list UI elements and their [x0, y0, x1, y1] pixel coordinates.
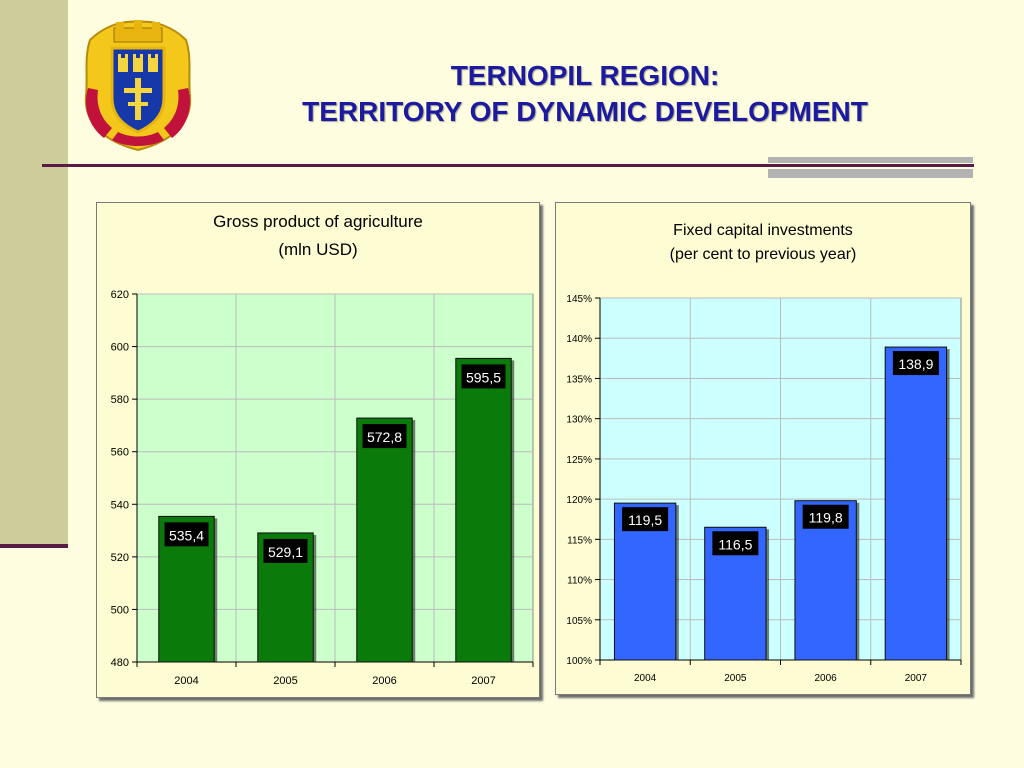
- chart-subtitle: (per cent to previous year): [670, 246, 857, 263]
- header-decor-bar: [768, 157, 973, 163]
- y-tick-label: 135%: [566, 374, 592, 385]
- agriculture-chart-panel: Gross product of agriculture (mln USD) 480…: [96, 202, 540, 698]
- page-title: TERNOPIL REGION: TERRITORY OF DYNAMIC DE…: [200, 58, 970, 130]
- y-tick-label: 105%: [566, 616, 592, 627]
- agriculture-bar-chart: Gross product of agriculture (mln USD) 480…: [111, 212, 534, 687]
- y-tick-label: 100%: [566, 656, 592, 667]
- data-label: 529,1: [268, 544, 303, 560]
- y-tick-label: 480: [111, 657, 129, 669]
- side-decor-strip: [0, 0, 68, 548]
- y-tick-label: 540: [111, 499, 129, 511]
- header-divider-line: [42, 164, 974, 167]
- data-label: 119,8: [809, 510, 843, 526]
- data-label: 595,5: [466, 369, 501, 385]
- x-tick-label: 2006: [372, 675, 396, 687]
- data-label: 535,4: [169, 527, 204, 543]
- y-tick-label: 145%: [566, 294, 592, 305]
- y-tick-label: 120%: [566, 495, 592, 506]
- x-tick-label: 2007: [471, 675, 495, 687]
- page-title-line2: TERRITORY OF DYNAMIC DEVELOPMENT: [302, 96, 868, 127]
- data-label: 119,5: [628, 512, 662, 528]
- data-label-box: [164, 522, 209, 547]
- x-tick-label: 2004: [174, 675, 198, 687]
- y-tick-label: 125%: [566, 455, 592, 466]
- y-tick-label: 110%: [567, 576, 592, 587]
- side-decor-line: [0, 544, 68, 548]
- x-tick-label: 2005: [273, 675, 297, 687]
- data-label-box: [263, 538, 308, 563]
- investments-bar-chart: Fixed capital investments (per cent to pr…: [566, 222, 962, 684]
- page-title-line1: TERNOPIL REGION:: [450, 60, 720, 91]
- bar-2007: [455, 357, 512, 663]
- bar-2007: [884, 346, 948, 661]
- chart-subtitle: (mln USD): [278, 240, 357, 259]
- data-label-box: [362, 424, 407, 449]
- data-label-box: [622, 507, 669, 532]
- x-tick-label: 2004: [634, 673, 657, 684]
- y-tick-label: 560: [111, 447, 129, 459]
- data-label-box: [461, 364, 506, 389]
- data-label-box: [892, 351, 939, 376]
- data-label: 116,5: [718, 536, 752, 552]
- x-tick-label: 2007: [905, 673, 928, 684]
- chart-title: Fixed capital investments: [673, 222, 853, 239]
- coat-of-arms-logo: [84, 20, 192, 152]
- data-label-box: [802, 504, 849, 529]
- data-label-box: [712, 531, 759, 556]
- y-tick-label: 520: [111, 552, 129, 564]
- data-label: 138,9: [898, 356, 933, 372]
- y-tick-label: 600: [111, 342, 129, 354]
- y-tick-label: 140%: [566, 334, 592, 345]
- x-tick-label: 2005: [724, 673, 747, 684]
- y-tick-label: 500: [111, 604, 129, 616]
- bar-2006: [356, 417, 413, 663]
- y-tick-label: 115%: [567, 535, 592, 546]
- y-tick-label: 620: [111, 289, 129, 301]
- chart-title: Gross product of agriculture: [213, 212, 423, 231]
- y-tick-label: 130%: [566, 415, 592, 426]
- investments-chart-panel: Fixed capital investments (per cent to pr…: [555, 202, 971, 695]
- y-tick-label: 580: [111, 394, 129, 406]
- header-decor-bar: [768, 169, 973, 178]
- x-tick-label: 2006: [815, 673, 838, 684]
- data-label: 572,8: [367, 429, 402, 445]
